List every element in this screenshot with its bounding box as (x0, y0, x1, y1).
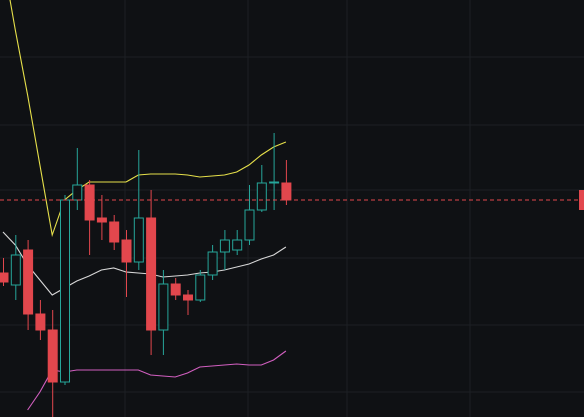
candle-body (47, 329, 58, 383)
candle-body (281, 182, 292, 201)
candle-body (146, 217, 157, 331)
candle-body (121, 239, 132, 263)
candle-body (269, 181, 280, 184)
candle-body (96, 217, 107, 223)
last-price-marker (579, 190, 584, 210)
candle-body (0, 272, 9, 283)
candle-body (72, 184, 83, 201)
indicator-line (27, 350, 287, 411)
candle-body (10, 254, 21, 286)
candle-body (183, 294, 193, 301)
candle-body (195, 274, 206, 301)
candle-body (35, 313, 46, 331)
candle-body (256, 182, 267, 211)
candle-body (170, 283, 181, 296)
indicator-line (2, 231, 287, 296)
candle-body (60, 199, 70, 383)
indicator-line (9, 0, 287, 238)
candle-body (219, 239, 230, 253)
candle-body (84, 184, 95, 221)
candle-body (109, 221, 120, 243)
candle-body (133, 217, 144, 263)
candle-body (244, 209, 255, 241)
candle-body (232, 239, 243, 251)
candle-body (207, 251, 218, 276)
candle-body (158, 283, 169, 331)
candle-body (23, 249, 34, 315)
